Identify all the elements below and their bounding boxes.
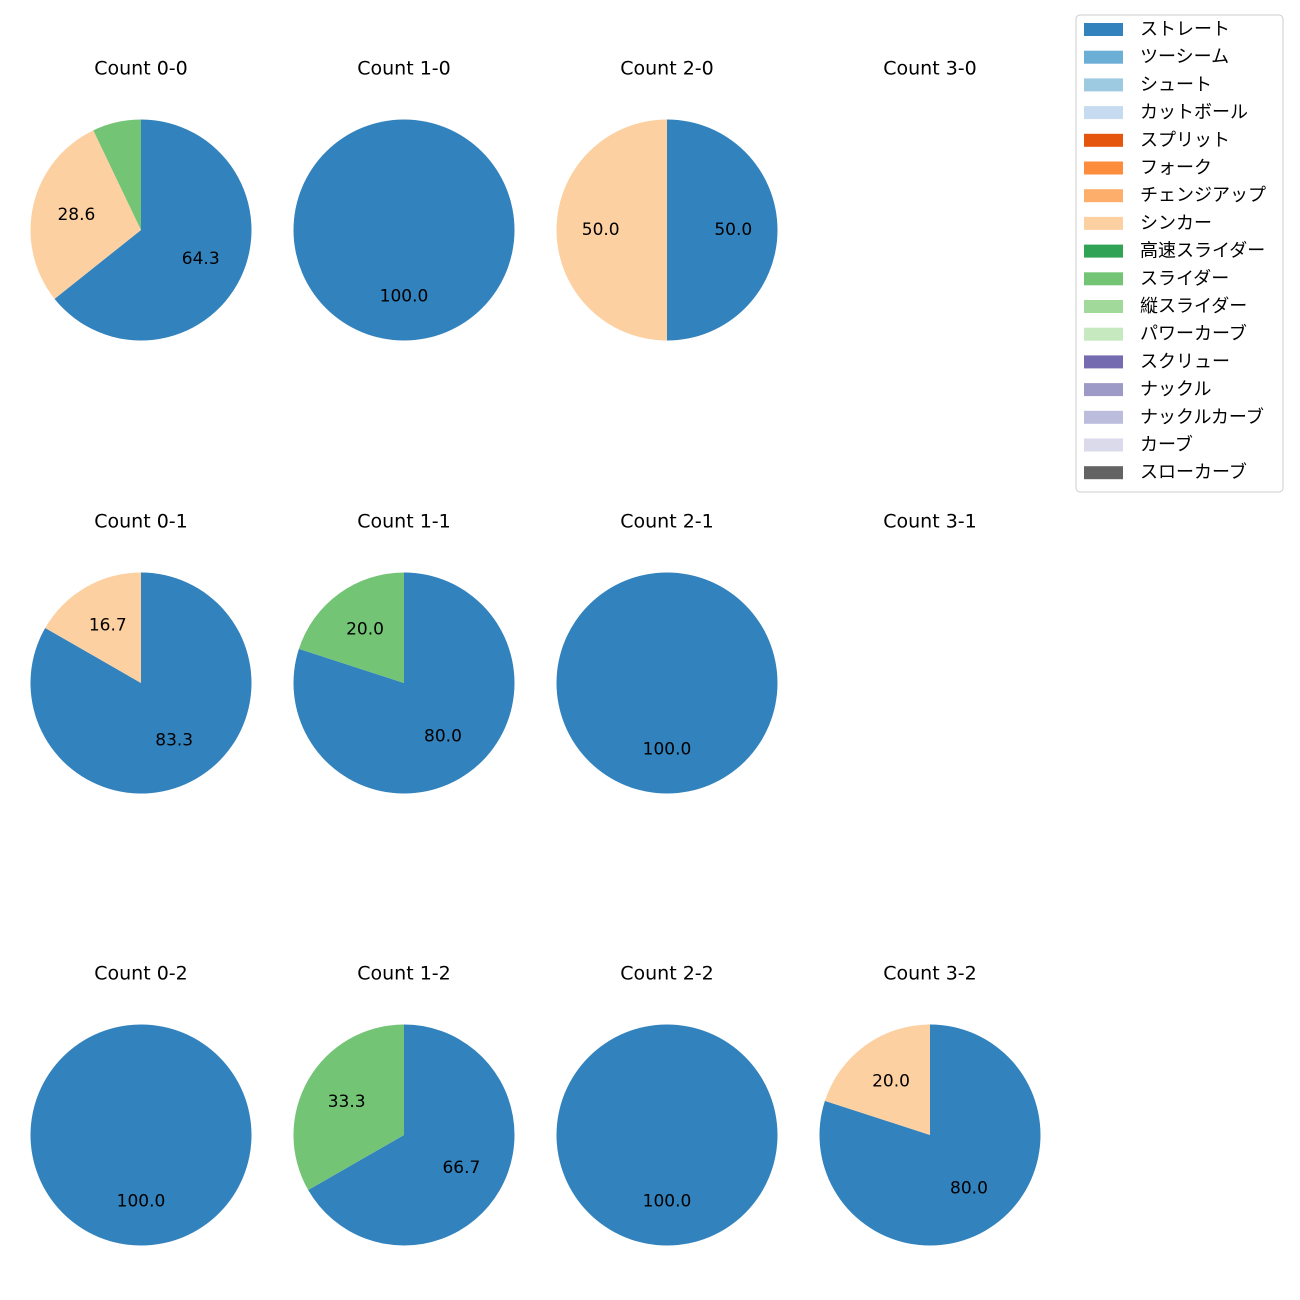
pie-slice [30, 1024, 252, 1246]
legend-label: ナックルカーブ [1140, 406, 1264, 428]
legend-label: ナックル [1140, 379, 1211, 400]
legend-swatch [1084, 78, 1123, 92]
pie-slice [824, 1024, 930, 1135]
pie-slice [298, 572, 404, 683]
legend-label: チェンジアップ [1140, 185, 1266, 206]
legend-label: ストレート [1140, 19, 1230, 40]
legend-swatch [1084, 383, 1123, 397]
legend-swatch [1084, 23, 1123, 36]
legend-swatch [1084, 355, 1123, 369]
chart-title: Count 2-1 [620, 511, 714, 533]
slice-percent-label: 100.0 [643, 1191, 692, 1211]
chart-title: Count 0-2 [94, 963, 188, 985]
slice-percent-label: 80.0 [424, 727, 462, 747]
chart-title: Count 3-0 [883, 58, 977, 80]
pie-slice [667, 119, 778, 341]
legend-label: 高速スライダー [1140, 241, 1265, 262]
pie-slice [308, 1024, 515, 1246]
pie-slice [30, 130, 141, 299]
chart-title: Count 3-2 [883, 963, 977, 985]
chart-title: Count 0-1 [94, 511, 188, 533]
legend-swatch [1084, 106, 1123, 120]
slice-percent-label: 28.6 [57, 205, 95, 225]
pie-slice [293, 572, 515, 794]
slice-percent-label: 80.0 [950, 1179, 988, 1199]
legend-label: ツーシーム [1140, 47, 1229, 68]
legend-swatch [1084, 272, 1123, 286]
legend-box [1075, 14, 1284, 493]
legend-label: カットボール [1140, 102, 1248, 123]
chart-title: Count 0-0 [94, 58, 188, 80]
legend-label: スプリット [1140, 130, 1230, 151]
legend-swatch [1084, 327, 1123, 341]
chart-title: Count 2-2 [620, 963, 714, 985]
chart-title: Count 1-1 [357, 511, 451, 533]
legend-swatch [1084, 438, 1123, 452]
pie-slice [293, 119, 515, 341]
pie-slice [556, 572, 778, 794]
chart-title: Count 2-0 [620, 58, 714, 80]
slice-percent-label: 64.3 [182, 249, 220, 269]
legend-label: シンカー [1140, 213, 1212, 234]
legend-swatch [1084, 410, 1123, 424]
chart-title: Count 3-1 [883, 511, 977, 533]
legend-label: パワーカーブ [1140, 323, 1247, 345]
pie-slice [556, 119, 667, 341]
legend-label: シュート [1140, 74, 1212, 95]
legend-swatch [1084, 50, 1123, 64]
legend-swatch [1084, 244, 1123, 258]
chart-title: Count 1-2 [357, 963, 451, 985]
legend-label: スローカーブ [1140, 461, 1247, 483]
pie-slice [45, 572, 141, 683]
slice-percent-label: 50.0 [714, 220, 752, 240]
legend-swatch [1084, 466, 1123, 480]
legend-label: スライダー [1140, 268, 1229, 289]
pie-slice [30, 572, 252, 794]
slice-percent-label: 100.0 [380, 286, 429, 306]
slice-percent-label: 100.0 [117, 1191, 166, 1211]
slice-percent-label: 100.0 [643, 739, 692, 759]
legend-swatch [1084, 189, 1123, 203]
legend-swatch [1084, 300, 1123, 313]
pie-slice [54, 119, 252, 341]
slice-percent-label: 16.7 [89, 616, 127, 636]
legend-swatch [1084, 216, 1123, 230]
pie-slice [293, 1024, 404, 1191]
slice-percent-label: 20.0 [872, 1071, 910, 1091]
chart-title: Count 1-0 [357, 58, 451, 80]
slice-percent-label: 20.0 [346, 619, 384, 639]
legend-label: フォーク [1140, 158, 1212, 179]
legend-swatch [1084, 161, 1123, 175]
legend-label: 縦スライダー [1140, 296, 1247, 317]
legend-label: カーブ [1140, 434, 1193, 456]
slice-percent-label: 83.3 [155, 730, 193, 750]
pie-slice [93, 119, 141, 230]
slice-percent-label: 33.3 [328, 1092, 366, 1112]
slice-percent-label: 50.0 [582, 220, 620, 240]
legend-swatch [1084, 133, 1123, 147]
slice-percent-label: 66.7 [442, 1158, 480, 1178]
pie-slice [556, 1024, 778, 1246]
legend-label: スクリュー [1140, 351, 1230, 372]
